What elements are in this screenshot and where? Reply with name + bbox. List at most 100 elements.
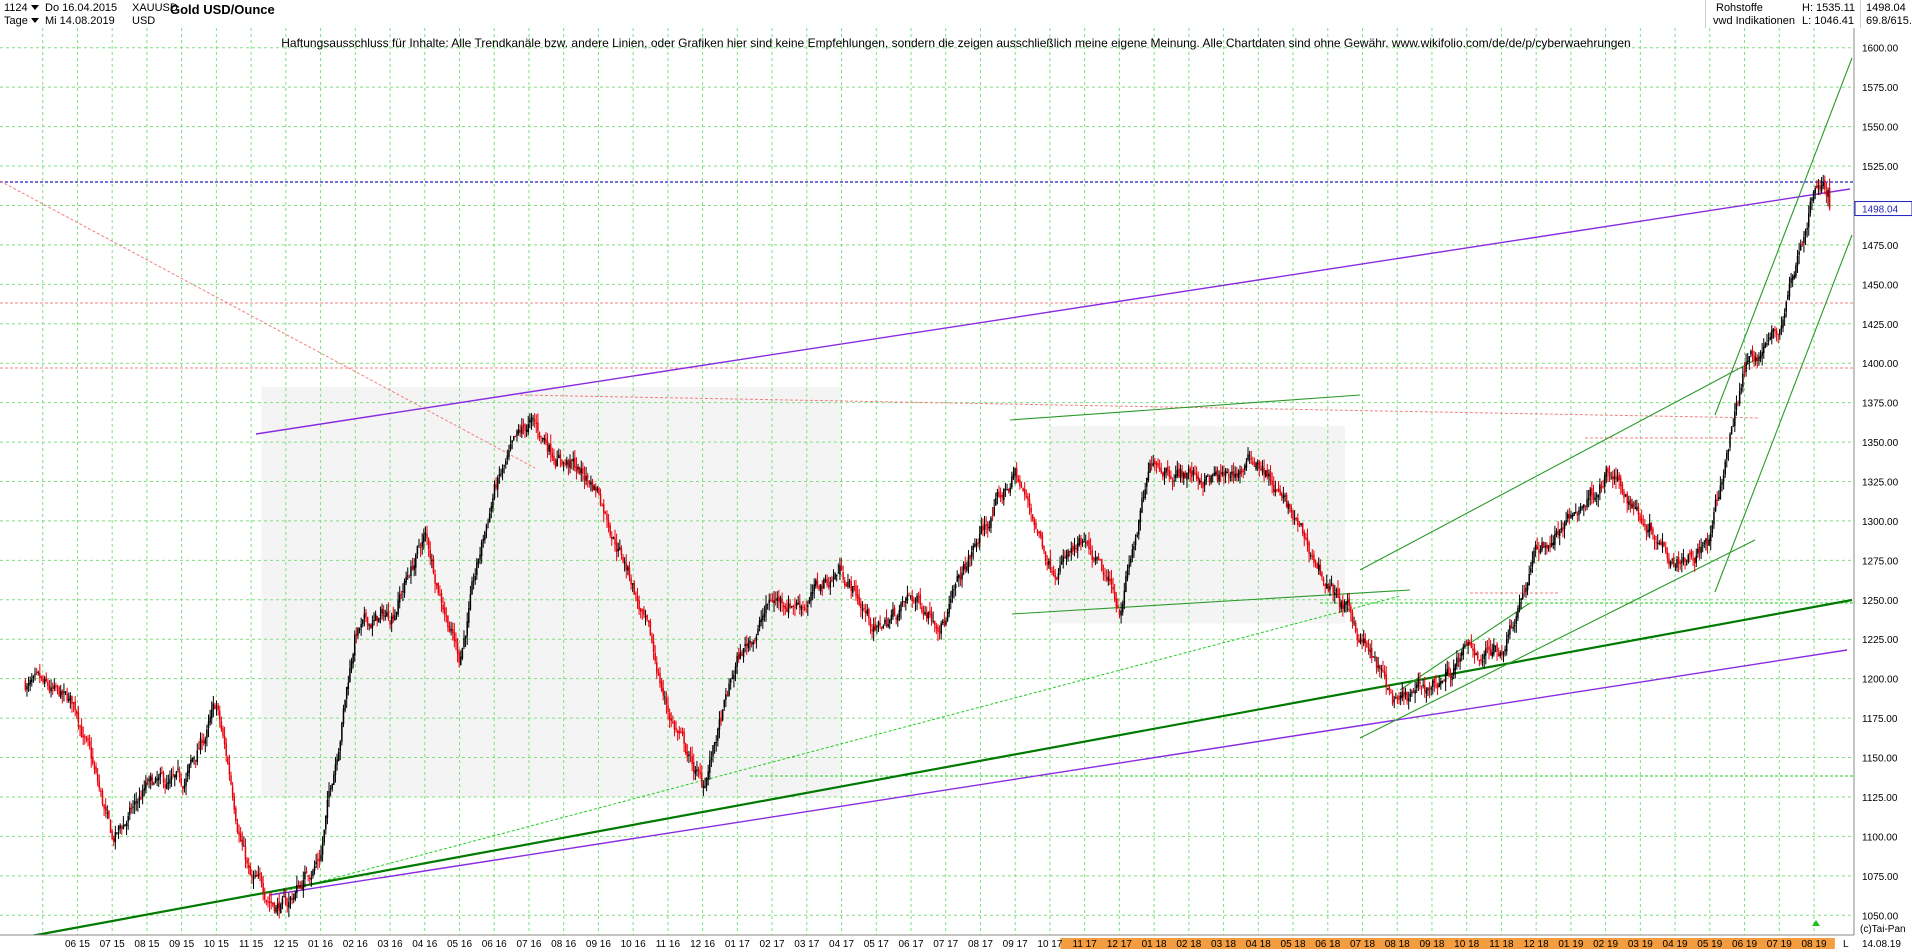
period-selector[interactable]: Tage (4, 15, 43, 28)
candle-body (1075, 548, 1077, 550)
candle-body (636, 596, 639, 602)
candle-body (51, 687, 54, 689)
candle-body (1775, 330, 1778, 335)
resistance-line (519, 394, 1761, 419)
range-top-line (1009, 394, 1361, 421)
candle-body (283, 896, 285, 898)
candle-body (1004, 488, 1007, 490)
candle-body (1645, 524, 1648, 534)
candle-body (561, 459, 563, 465)
candle-body (1449, 674, 1452, 678)
candle-body (1586, 499, 1588, 508)
candle-body (1126, 569, 1129, 579)
candle-body (572, 458, 574, 462)
candle-body (612, 536, 615, 539)
candle-body (219, 710, 221, 721)
candle-body (198, 748, 200, 750)
candle-body (834, 573, 836, 579)
candle-body (694, 770, 697, 774)
candle-body (1213, 472, 1216, 476)
candle-body (1256, 463, 1259, 465)
candle-body (506, 455, 509, 459)
candle-body (1634, 507, 1636, 509)
candle-body (326, 799, 329, 818)
candle-body (1557, 530, 1559, 535)
candle-body (341, 723, 343, 742)
candle-body (614, 538, 616, 545)
candle-body (826, 578, 828, 586)
candle-body (29, 680, 31, 685)
candle-body (466, 621, 468, 636)
candle-body (1277, 488, 1280, 492)
candle-body (522, 424, 525, 427)
x-tick-label: 07 16 (516, 939, 541, 950)
candle-body (1048, 561, 1050, 565)
x-tick-label: 02 18 (1176, 939, 1201, 950)
candle-body (1575, 511, 1577, 513)
candle-body (593, 485, 595, 491)
x-tick-label: 03 18 (1211, 939, 1236, 950)
candle-body (959, 575, 962, 581)
candle-body (680, 731, 682, 733)
candle-body (816, 580, 819, 585)
candle-body (1554, 533, 1556, 545)
candle-body (586, 475, 589, 479)
candle-body (1372, 656, 1375, 658)
candle-body (1534, 544, 1537, 550)
x-tick-label: 04 17 (829, 939, 854, 950)
candle-body (1528, 574, 1530, 586)
candle-body (299, 885, 301, 888)
candle-body (1796, 255, 1799, 266)
candle-body (619, 547, 621, 550)
candle-body (993, 506, 995, 516)
candle-body (1774, 328, 1776, 331)
candle-body (249, 865, 252, 876)
candle-body (183, 785, 186, 788)
rising-channel-line (1359, 539, 1756, 739)
candle-body (318, 858, 321, 862)
candle-body (598, 487, 600, 495)
candle-body (1118, 610, 1121, 616)
candle-body (1790, 278, 1792, 284)
candle-body (1525, 588, 1527, 592)
candle-body (1146, 477, 1148, 487)
candle-body (1477, 652, 1479, 659)
x-tick-label: 11 18 (1489, 939, 1514, 950)
candle-body (943, 619, 946, 626)
candle-body (262, 883, 264, 893)
x-tick-label: 08 18 (1385, 939, 1410, 950)
candle-body (1730, 427, 1733, 434)
candle-body (1144, 489, 1146, 499)
candle-body (1555, 531, 1558, 536)
candle-body (691, 755, 693, 765)
candle-body (562, 462, 565, 464)
candle-body (1247, 454, 1249, 461)
candle-body (453, 631, 456, 641)
candle-body (1189, 468, 1191, 474)
candle-body (169, 779, 171, 784)
candle-body (521, 426, 523, 434)
candle-body (1088, 539, 1090, 550)
candle-body (1689, 552, 1691, 554)
candle-body (347, 682, 350, 689)
candle-body (835, 575, 838, 577)
date-to: Mi 14.08.2019 (45, 15, 115, 27)
candle-body (1234, 473, 1236, 478)
candle-body (1467, 641, 1469, 646)
candle-body (884, 619, 886, 624)
bars-count-selector[interactable]: 1124 (4, 2, 43, 15)
candle-body (1001, 494, 1003, 498)
chart-header: 1124 Tage Do 16.04.2015 Mi 14.08.2019 XA… (0, 0, 1912, 28)
candle-body (988, 527, 991, 529)
candle-body (1191, 471, 1193, 477)
candle-body (853, 586, 856, 588)
candle-body (1067, 550, 1069, 557)
candle-body (1012, 474, 1015, 478)
x-tick-label: 11 16 (656, 939, 681, 950)
candle-body (1746, 360, 1749, 362)
candle-body (1025, 495, 1028, 497)
candle-body (938, 631, 941, 633)
candle-body (731, 677, 734, 679)
candle-body (924, 611, 926, 615)
